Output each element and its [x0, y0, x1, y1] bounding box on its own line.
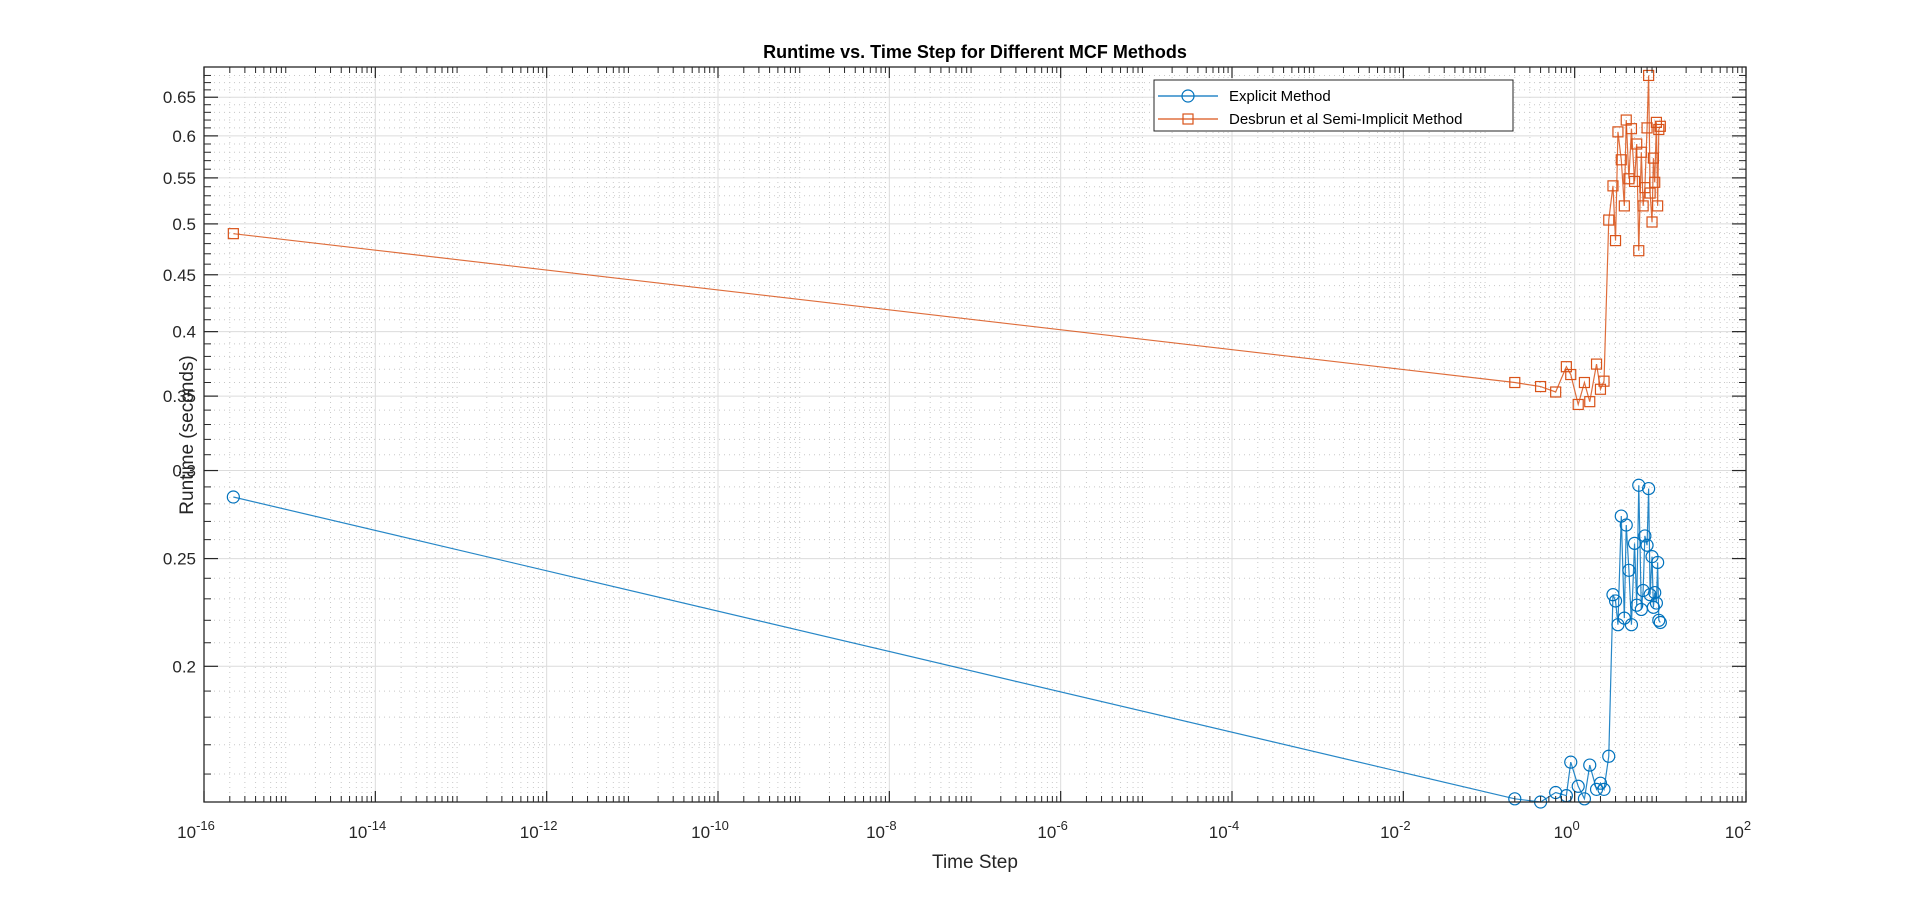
square-marker-icon	[1598, 375, 1610, 387]
circle-marker-icon	[1564, 755, 1578, 769]
circle-marker-icon	[1651, 555, 1665, 570]
legend-item-explicit[interactable]: Explicit Method	[1158, 88, 1331, 105]
x-tick-label: 10-14	[348, 818, 386, 842]
plot-area	[203, 66, 1747, 809]
circle-marker-icon	[1653, 615, 1667, 630]
square-marker-icon	[1565, 368, 1577, 381]
square-marker-icon	[1637, 200, 1649, 212]
square-marker-icon	[1623, 173, 1635, 185]
circle-marker-icon	[226, 490, 240, 504]
circle-marker-icon	[1571, 779, 1585, 793]
series-layer	[226, 69, 1667, 809]
square-marker-icon	[1550, 386, 1562, 398]
square-marker-icon	[1578, 376, 1591, 389]
square-marker-icon	[1590, 358, 1603, 370]
circle-marker-icon	[1617, 611, 1631, 625]
y-tick-label: 0.6	[172, 127, 196, 146]
square-marker-icon	[1643, 69, 1655, 82]
axis-ticks	[203, 67, 1747, 802]
square-marker-icon	[1607, 180, 1619, 192]
circle-marker-icon	[1619, 518, 1633, 532]
x-axis-tick-labels: 10-16 10-14 10-12 10-10 10-8 10-6 10-4 10-2 100 1…	[177, 818, 1751, 842]
square-marker-icon	[1652, 200, 1664, 212]
circle-marker-icon	[1630, 598, 1644, 612]
circle-marker-icon	[1508, 792, 1522, 806]
circle-marker-icon	[1640, 538, 1654, 552]
circle-marker-icon	[1597, 782, 1611, 796]
x-tick-label: 10-8	[866, 818, 896, 842]
circle-marker-icon	[1638, 529, 1652, 543]
square-marker-icon	[1594, 383, 1607, 395]
square-marker-icon	[1603, 214, 1615, 226]
square-marker-icon	[1572, 398, 1584, 411]
circle-marker-icon	[1652, 613, 1666, 627]
circle-marker-icon	[1606, 588, 1620, 602]
square-marker-icon	[1560, 361, 1572, 373]
square-marker-icon	[1509, 376, 1521, 389]
x-axis-label: Time Step	[932, 852, 1018, 873]
square-marker-icon	[1647, 152, 1660, 164]
circle-marker-icon	[1577, 792, 1592, 806]
circle-marker-icon	[1583, 758, 1597, 772]
circle-marker-icon	[1624, 618, 1639, 632]
y-tick-label: 0.45	[163, 266, 196, 285]
x-tick-label: 10-16	[177, 818, 215, 842]
circle-marker-icon	[1622, 563, 1636, 577]
circle-marker-icon	[1632, 478, 1646, 492]
square-marker-icon	[1612, 126, 1624, 138]
y-tick-label: 0.65	[163, 88, 196, 107]
legend-label-desbrun: Desbrun et al Semi-Implicit Method	[1229, 111, 1462, 128]
circle-marker-icon	[1593, 776, 1608, 790]
square-marker-icon	[1654, 120, 1666, 132]
circle-marker-icon	[1608, 594, 1623, 608]
square-marker-icon	[1625, 123, 1638, 135]
y-tick-label: 0.2	[172, 657, 196, 676]
square-marker-icon	[1633, 245, 1645, 257]
circle-marker-icon	[1646, 600, 1661, 614]
legend-item-desbrun[interactable]: Desbrun et al Semi-Implicit Method	[1158, 111, 1462, 128]
square-marker-icon	[1534, 380, 1547, 393]
major-grid	[203, 67, 1747, 802]
square-marker-icon	[1609, 235, 1622, 247]
square-marker-icon	[227, 228, 239, 240]
square-marker-icon	[1584, 396, 1596, 408]
legend[interactable]: Explicit Method Desbrun et al Semi-Impli…	[1153, 79, 1514, 132]
circle-marker-icon	[1648, 585, 1662, 600]
x-tick-label: 10-12	[520, 818, 558, 842]
chart-title: Runtime vs. Time Step for Different MCF …	[763, 42, 1187, 62]
circle-marker-icon	[1642, 481, 1656, 496]
square-marker-icon	[1646, 216, 1658, 228]
circle-marker-icon	[1627, 536, 1642, 550]
square-marker-icon	[1650, 116, 1663, 128]
series-desbrun	[227, 69, 1666, 411]
x-tick-label: 10-10	[691, 818, 729, 842]
x-tick-label: 10-4	[1209, 818, 1239, 842]
x-tick-label: 10-2	[1380, 818, 1410, 842]
square-marker-icon	[1653, 123, 1665, 136]
y-tick-label: 0.4	[172, 323, 196, 342]
y-axis-tick-labels: 0.2 0.25 0.3 0.35 0.4 0.45 0.5 0.55 0.6 0.65	[163, 88, 196, 676]
x-tick-label: 10-6	[1037, 818, 1067, 842]
square-marker-icon	[1615, 154, 1627, 166]
square-marker-icon	[1182, 113, 1194, 125]
y-axis-label: Runtime (seconds)	[177, 355, 198, 514]
circle-marker-icon	[1181, 89, 1195, 103]
circle-marker-icon	[1602, 749, 1616, 763]
y-tick-label: 0.5	[172, 215, 196, 234]
x-tick-label: 100	[1554, 818, 1580, 842]
square-marker-icon	[1618, 200, 1630, 212]
legend-label-explicit: Explicit Method	[1229, 88, 1331, 105]
y-tick-label: 0.3	[172, 462, 196, 481]
y-tick-label: 0.35	[163, 387, 196, 406]
circle-marker-icon	[1649, 596, 1664, 610]
x-tick-label: 102	[1725, 818, 1751, 842]
square-marker-icon	[1635, 146, 1647, 158]
series-explicit	[226, 478, 1667, 809]
square-marker-icon	[1644, 187, 1656, 199]
square-marker-icon	[1628, 175, 1641, 188]
y-tick-label: 0.55	[163, 169, 196, 188]
square-marker-icon	[1649, 176, 1661, 188]
y-tick-label: 0.25	[163, 550, 196, 569]
